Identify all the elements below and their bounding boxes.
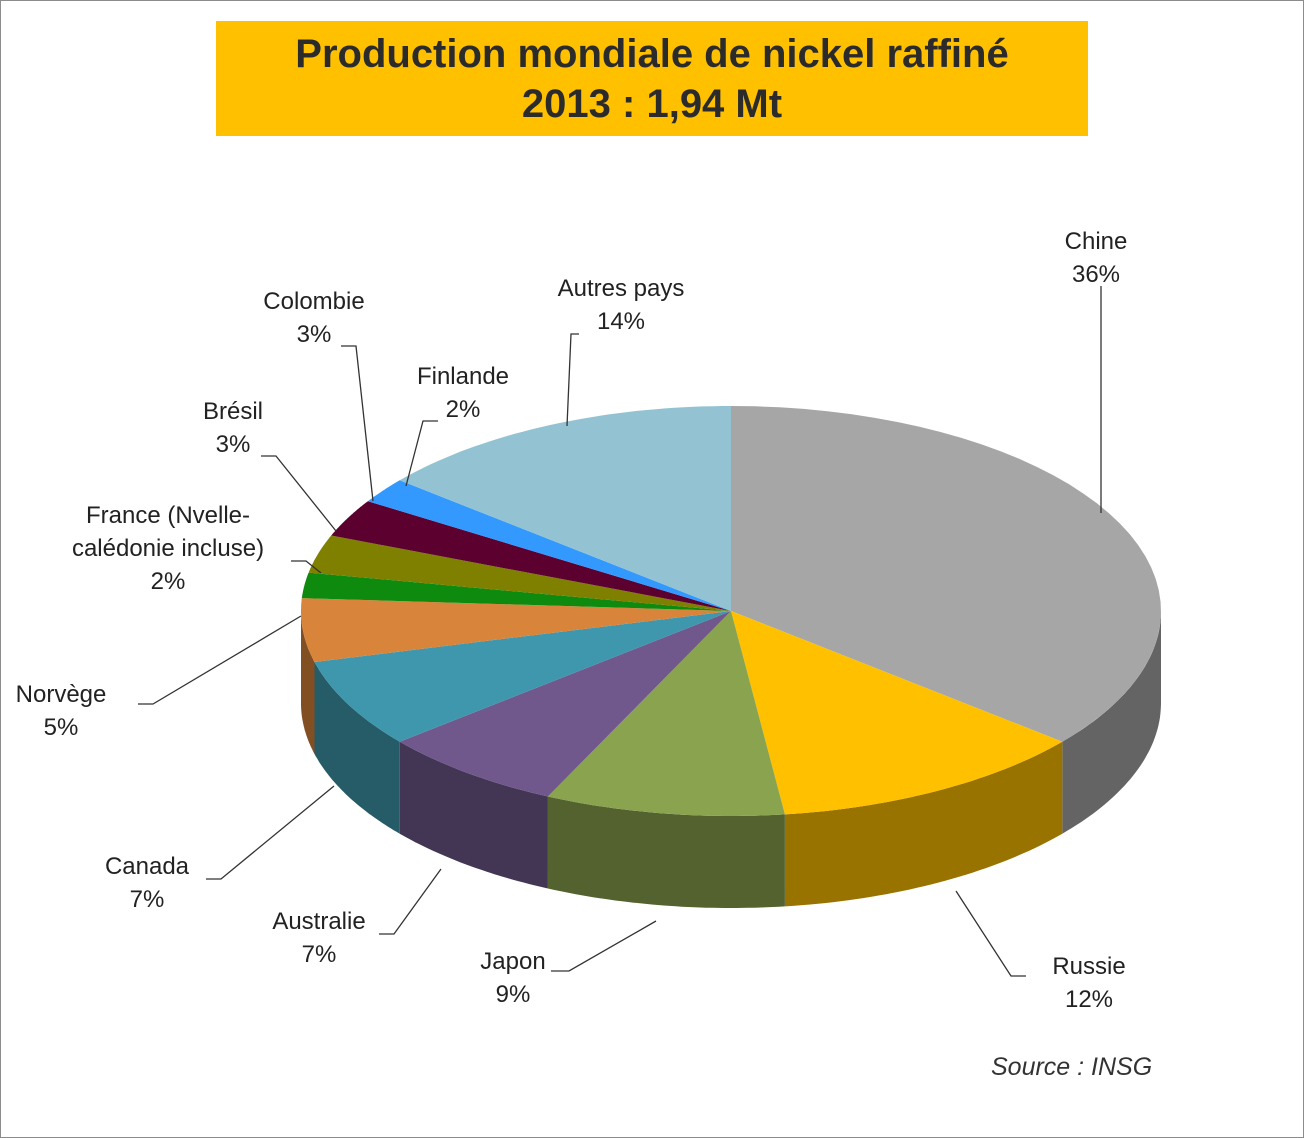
pie-slice-side (301, 611, 315, 754)
value-label: 3% (296, 321, 332, 348)
pie-slice-side (399, 741, 548, 889)
data-label: Autres pays 14% (558, 272, 685, 338)
category-label: Autres pays (557, 275, 685, 302)
data-label: Canada 7% (105, 850, 189, 916)
chart-subtitle: 2013 : 1,94 Mt (521, 82, 783, 126)
pie-slice (308, 535, 731, 611)
value-label: 7% (129, 886, 165, 913)
chart-title: Production mondiale de nickel raffiné (295, 32, 1009, 76)
pie-slice-side (784, 741, 1063, 907)
pie-slice (301, 572, 731, 611)
pie-slice-side (1062, 611, 1161, 834)
value-label: 7% (301, 941, 337, 968)
value-label: 2% (150, 568, 186, 595)
value-label: 5% (43, 714, 79, 741)
category-label: Canada (104, 853, 190, 880)
category-label: Chine (1064, 228, 1128, 255)
data-label: Australie 7% (272, 905, 365, 971)
data-label: Norvège 5% (16, 678, 107, 744)
leader-line (341, 345, 374, 502)
pie-slice (367, 480, 731, 611)
value-label: 9% (495, 981, 531, 1008)
leader-line (206, 785, 335, 880)
title-box: Production mondiale de nickel raffiné 20… (216, 21, 1088, 136)
value-label: 36% (1071, 261, 1121, 288)
pie-slice-side (547, 796, 785, 908)
pie-slice (331, 501, 731, 611)
data-label: Chine 36% (1065, 225, 1128, 291)
category-label: Japon (480, 948, 546, 975)
category-label: Norvège (15, 681, 107, 708)
category-label: France (Nvelle-calédonie incluse) (71, 502, 265, 562)
value-label: 3% (215, 431, 251, 458)
leader-line (261, 455, 337, 532)
category-label: Australie (272, 908, 366, 935)
value-label: 2% (445, 396, 481, 423)
leader-line (291, 560, 322, 574)
source: Source : INSG (991, 1053, 1153, 1081)
data-label: Brésil 3% (203, 395, 263, 461)
pie-slice (547, 611, 785, 816)
category-label: Colombie (263, 288, 365, 315)
pie-slice (314, 611, 731, 742)
category-label: Brésil (202, 398, 264, 425)
leader-line (138, 615, 302, 705)
pie-slice (399, 611, 731, 797)
leader-line (379, 868, 442, 935)
leader-line (955, 890, 1026, 977)
data-label: France (Nvelle-calédonie incluse) 2% (43, 499, 293, 598)
pie-slice (301, 598, 731, 662)
pie-slice (399, 406, 731, 611)
category-label: Finlande (416, 363, 510, 390)
leader-line (405, 420, 438, 487)
data-label: Russie 12% (1052, 950, 1125, 1016)
pie-slice (731, 406, 1161, 742)
data-label: Finlande 2% (417, 360, 509, 426)
data-label: Colombie 3% (263, 285, 364, 351)
value-label: 12% (1064, 986, 1114, 1013)
data-label: Japon 9% (480, 945, 545, 1011)
value-label: 14% (596, 308, 646, 335)
pie-slice (731, 611, 1063, 815)
category-label: Russie (1052, 953, 1126, 980)
leader-line (551, 920, 657, 972)
leader-line (566, 333, 579, 427)
pie-slice-side (314, 662, 400, 834)
